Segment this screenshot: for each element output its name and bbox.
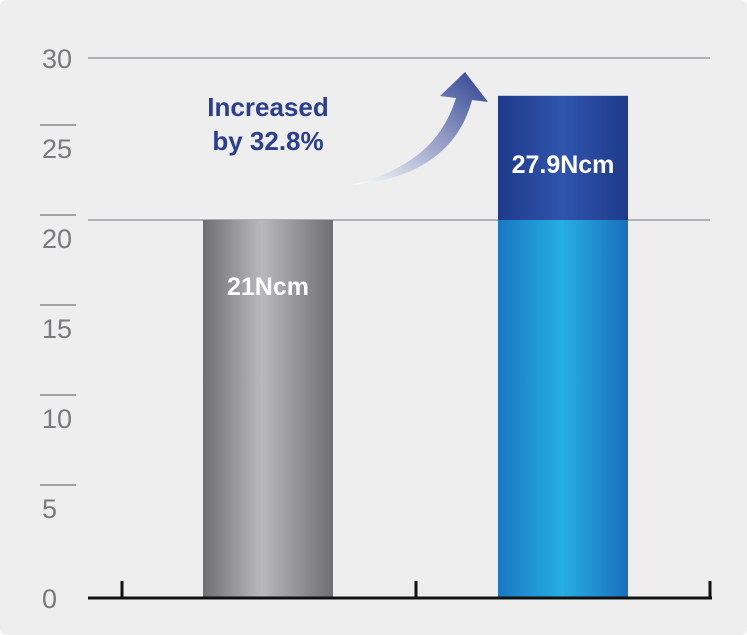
y-tick-label: 25: [42, 134, 72, 164]
y-tick-label: 5: [42, 494, 57, 524]
bar-1: [203, 220, 333, 598]
y-tick-label: 15: [42, 314, 72, 344]
y-tick-label: 10: [42, 404, 72, 434]
y-tick-label: 20: [42, 224, 72, 254]
x-axis: [88, 581, 712, 600]
annotation-line-1: Increased: [207, 92, 328, 122]
increase-arrow: [352, 72, 488, 185]
bar-2-increase: [498, 95, 628, 220]
y-tick-label: 0: [42, 584, 57, 614]
y-tick-label: 30: [42, 44, 72, 74]
y-ticks: 0 5 10 15 20 25 30: [40, 44, 76, 614]
bars: 21Ncm 27.9Ncm: [203, 95, 628, 598]
annotation-line-2: by 32.8%: [212, 126, 323, 156]
bar-2-base: [498, 220, 628, 598]
bar-1-label: 21Ncm: [227, 273, 309, 301]
bar-2-label: 27.9Ncm: [512, 151, 615, 179]
